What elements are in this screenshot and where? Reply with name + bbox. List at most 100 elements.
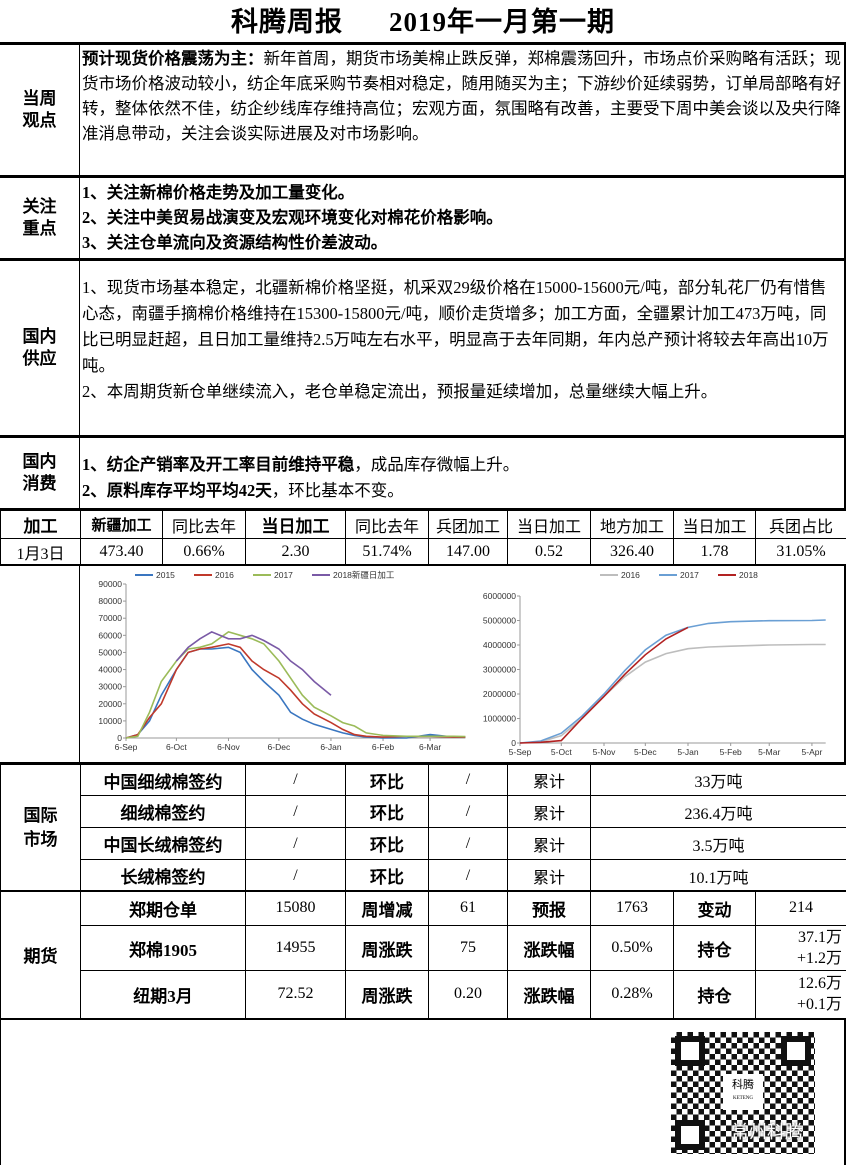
cell: / [428,763,508,796]
cell: 涨跌幅 [507,970,591,1019]
report-title: 科腾周报 2019年一月第一期 [0,0,846,42]
y-tick-label: 5000000 [483,616,516,626]
focus-item: 2、关注中美贸易战演变及宏观环境变化对棉花价格影响。 [82,208,503,227]
y-tick-label: 4000000 [483,640,516,650]
legend-label: 2017 [274,570,293,580]
cell: 61 [428,890,508,926]
cell: 环比 [345,859,429,892]
cell: 0.20 [428,970,508,1019]
cell: 33万吨 [590,763,846,796]
consume-item: 2、原料库存平均平均42天，环比基本不变。 [82,481,404,500]
supply-p2: 2、本周期货新仓单继续流入，老仓单稳定流出，预报量延续增加，总量继续大幅上升。 [82,382,718,401]
legend-label: 2017 [680,570,699,580]
watermark: 常州科腾 [731,1122,803,1142]
consumption-section: 国内消费 1、纺企产销率及开工率目前维持平稳，成品库存微幅上升。 2、原料库存平… [0,435,846,508]
table-row: 细绒棉签约 / 环比 / 累计 236.4万吨 [1,795,846,828]
cell: 214 [755,890,846,926]
focus-item: 3、关注仓单流向及资源结构性价差波动。 [82,233,388,252]
y-tick-label: 90000 [98,579,122,589]
cell: 预报 [507,890,591,926]
x-tick-label: 5-Apr [802,747,823,757]
y-tick-label: 30000 [98,682,122,692]
processing-label: 加工 [0,509,81,539]
cell: 0.28% [590,970,674,1019]
cell: 变动 [673,890,756,926]
cell: 长绒棉签约 [80,859,246,892]
series-line-2016 [519,643,826,744]
qr-code[interactable]: 科腾 KETENG 常州科腾 [671,1032,815,1154]
table-row: 长绒棉签约 / 环比 / 累计 10.1万吨 [1,859,846,892]
supply-section: 国内供应 1、现货市场基本稳定，北疆新棉价格坚挺，机采双29级价格在15000-… [0,258,846,435]
y-tick-label: 80000 [98,596,122,606]
x-tick-label: 6-Nov [217,742,240,752]
y-tick-label: 1000000 [483,714,516,724]
cell: 累计 [507,763,591,796]
cell: 郑棉1905 [80,925,246,971]
cell: 持仓 [673,925,756,971]
x-tick-label: 6-Dec [268,742,291,752]
cell: 周涨跌 [345,970,429,1019]
legend-label: 2016 [215,570,234,580]
footer-area: 科腾 KETENG 常州科腾 [0,1018,846,1165]
series-line-2018新疆日加工 [175,631,332,696]
header: 同比去年 [345,509,429,539]
cell: 累计 [507,859,591,892]
cell: 0.52 [507,538,591,565]
y-tick-label: 20000 [98,699,122,709]
x-tick-label: 6-Jan [320,742,342,752]
header: 同比去年 [162,509,246,539]
header: 兵团加工 [428,509,508,539]
table-row: 国际市场 中国细绒棉签约 / 环比 / 累计 33万吨 [0,763,846,892]
cell: 10.1万吨 [590,859,846,892]
processing-table: 加工 新疆加工 同比去年 当日加工 同比去年 兵团加工 当日加工 地方加工 当日… [0,508,846,565]
header: 当日加工 [673,509,756,539]
header: 新疆加工 [80,509,163,539]
cell: 75 [428,925,508,971]
cell: 环比 [345,795,429,828]
supply-p1: 1、现货市场基本稳定，北疆新棉价格坚挺，机采双29级价格在15000-15600… [82,278,829,375]
cell: 细绒棉签约 [80,795,246,828]
cell: 周涨跌 [345,925,429,971]
cell: 纽期3月 [80,970,246,1019]
cell: 147.00 [428,538,508,565]
cell: 郑期仓单 [80,890,246,926]
header: 地方加工 [590,509,674,539]
cell: 周增减 [345,890,429,926]
series-line-2018 [519,626,689,744]
x-tick-label: 5-Oct [551,747,572,757]
cell: 37.1万 +1.2万 [755,925,846,971]
cell: 3.5万吨 [590,827,846,860]
cell: 累计 [507,827,591,860]
cell: 1.78 [673,538,756,565]
x-tick-label: 5-Mar [758,747,780,757]
cell: / [245,827,346,860]
y-tick-label: 50000 [98,647,122,657]
cell: 236.4万吨 [590,795,846,828]
table-row: 期货 郑期仓单 15080 周增减 61 预报 1763 变动 214 [0,890,846,1019]
x-tick-label: 5-Dec [634,747,657,757]
cell: 0.50% [590,925,674,971]
charts-svg: 0 10000 20000 30000 40000 50000 60000 70000 8000… [98,570,826,757]
x-tick-label: 5-Sep [509,747,532,757]
cell: 2.30 [245,538,346,565]
legend-label: 2018新疆日加工 [333,570,395,580]
section-label: 国际市场 [0,763,81,892]
y-tick-label: 60000 [98,630,122,640]
cell: 环比 [345,763,429,796]
table-row: 中国长绒棉签约 / 环比 / 累计 3.5万吨 [1,827,846,860]
section-label: 关注重点 [0,178,80,258]
y-tick-label: 0 [117,733,122,743]
cell: 12.6万 +0.1万 [755,970,846,1019]
header: 当日加工 [245,509,346,539]
title-right: 2019年一月第一期 [389,7,615,37]
series-line-2017 [125,631,466,739]
cell: / [428,827,508,860]
table-row: 郑棉1905 14955 周涨跌 75 涨跌幅 0.50% 持仓 37.1万 +1.2万 [1,925,846,971]
cell: 累计 [507,795,591,828]
cell: / [245,763,346,796]
title-left: 科腾周报 [231,7,343,37]
header: 兵团占比 [755,509,846,539]
cell: 326.40 [590,538,674,565]
x-tick-label: 5-Jan [677,747,699,757]
series-line-2016 [125,643,466,739]
